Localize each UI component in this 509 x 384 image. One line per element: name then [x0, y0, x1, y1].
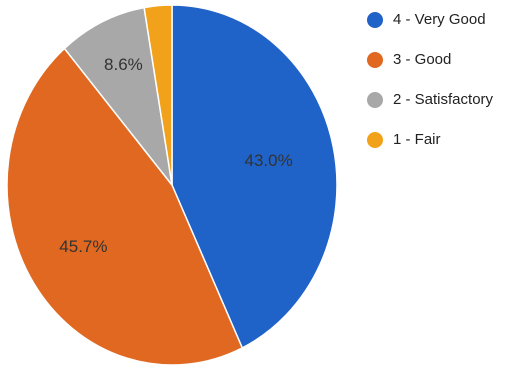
data-label-2: 45.7%	[59, 237, 107, 256]
legend: 4 - Very Good 3 - Good 2 - Satisfactory 1 -…	[367, 11, 494, 148]
data-label-3: 8.6%	[104, 55, 143, 74]
legend-swatch-4	[367, 132, 383, 148]
legend-swatch-1	[367, 12, 383, 28]
pie-slices	[6, 4, 338, 366]
legend-label-3: 2 - Satisfactory	[393, 91, 494, 108]
legend-item-2: 3 - Good	[367, 51, 451, 68]
legend-label-1: 4 - Very Good	[393, 11, 486, 28]
legend-label-4: 1 - Fair	[393, 131, 441, 148]
data-label-1: 43.0%	[244, 151, 292, 170]
pie-slice-4	[143, 4, 173, 186]
pie-data-labels: 43.0% 45.7% 8.6%	[59, 55, 292, 256]
legend-item-4: 1 - Fair	[367, 131, 441, 148]
legend-swatch-2	[367, 52, 383, 68]
legend-item-1: 4 - Very Good	[367, 11, 486, 28]
pie-slice-3	[63, 6, 174, 188]
pie-slice-1	[171, 4, 338, 349]
legend-item-3: 2 - Satisfactory	[367, 91, 494, 108]
pie-slice-2	[6, 47, 244, 366]
legend-label-2: 3 - Good	[393, 51, 451, 68]
legend-swatch-3	[367, 92, 383, 108]
